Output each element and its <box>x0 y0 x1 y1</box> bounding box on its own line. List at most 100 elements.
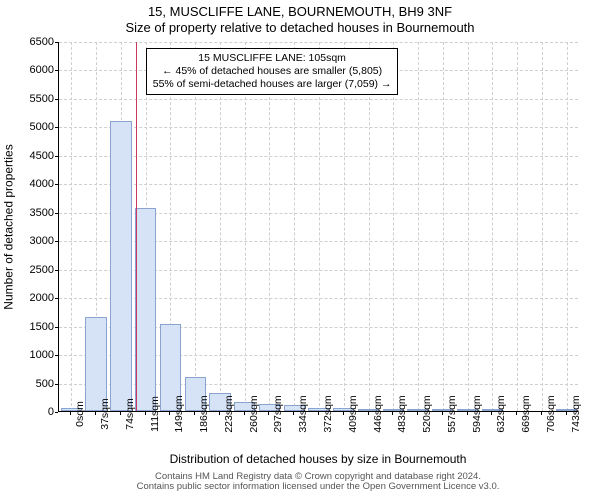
x-tick-mark <box>516 412 517 415</box>
x-tick-mark <box>244 412 245 415</box>
x-tick-label: 706sqm <box>545 395 557 432</box>
y-tick-label: 0 <box>48 406 54 418</box>
y-tick-mark <box>55 327 58 328</box>
chart-supertitle: 15, MUSCLIFFE LANE, BOURNEMOUTH, BH9 3NF <box>0 4 600 19</box>
y-tick-label: 3000 <box>30 235 54 247</box>
x-tick-label: 186sqm <box>198 395 210 432</box>
reference-line <box>136 42 137 411</box>
x-tick-mark <box>219 412 220 415</box>
grid-line-v <box>245 42 246 411</box>
x-tick-label: 632sqm <box>495 395 507 432</box>
x-tick-label: 0sqm <box>74 401 86 427</box>
y-tick-mark <box>55 298 58 299</box>
histogram-bar <box>135 208 156 411</box>
annotation-line: ← 45% of detached houses are smaller (5,… <box>153 65 392 78</box>
y-tick-mark <box>55 99 58 100</box>
x-tick-label: 520sqm <box>421 395 433 432</box>
x-tick-label: 446sqm <box>372 395 384 432</box>
y-tick-label: 6000 <box>30 64 54 76</box>
y-tick-mark <box>55 42 58 43</box>
x-tick-mark <box>442 412 443 415</box>
x-tick-mark <box>368 412 369 415</box>
y-tick-mark <box>55 241 58 242</box>
y-tick-label: 1000 <box>30 349 54 361</box>
x-tick-label: 669sqm <box>520 395 532 432</box>
y-tick-mark <box>55 384 58 385</box>
x-tick-mark <box>491 412 492 415</box>
x-axis-label: Distribution of detached houses by size … <box>58 452 578 466</box>
x-tick-label: 111sqm <box>149 396 161 432</box>
y-tick-mark <box>55 412 58 413</box>
x-tick-mark <box>392 412 393 415</box>
y-tick-label: 2000 <box>30 292 54 304</box>
y-tick-label: 6500 <box>30 36 54 48</box>
x-tick-label: 334sqm <box>297 395 309 432</box>
x-tick-mark <box>566 412 567 415</box>
y-tick-label: 4000 <box>30 178 54 190</box>
y-tick-mark <box>55 355 58 356</box>
x-tick-mark <box>541 412 542 415</box>
grid-line-v <box>269 42 270 411</box>
x-tick-label: 743sqm <box>570 395 582 432</box>
x-tick-mark <box>417 412 418 415</box>
histogram-bar <box>110 121 131 411</box>
chart-subtitle: Size of property relative to detached ho… <box>0 20 600 35</box>
grid-line-v <box>468 42 469 411</box>
grid-line-v <box>195 42 196 411</box>
y-axis-label: Number of detached properties <box>2 42 16 412</box>
grid-line-v <box>542 42 543 411</box>
grid-line-v <box>567 42 568 411</box>
grid-line-v <box>369 42 370 411</box>
x-tick-label: 594sqm <box>471 395 483 432</box>
y-tick-mark <box>55 127 58 128</box>
x-tick-label: 260sqm <box>248 395 260 432</box>
y-tick-label: 3500 <box>30 207 54 219</box>
y-tick-label: 5500 <box>30 93 54 105</box>
chart-plot-area: 15 MUSCLIFFE LANE: 105sqm← 45% of detach… <box>58 42 578 412</box>
x-tick-mark <box>467 412 468 415</box>
x-tick-label: 297sqm <box>272 395 284 432</box>
x-tick-label: 74sqm <box>124 398 136 430</box>
x-tick-mark <box>70 412 71 415</box>
x-tick-label: 557sqm <box>446 395 458 432</box>
grid-line-v <box>71 42 72 411</box>
x-tick-mark <box>268 412 269 415</box>
y-tick-label: 4500 <box>30 150 54 162</box>
x-tick-mark <box>120 412 121 415</box>
x-tick-label: 409sqm <box>347 395 359 432</box>
y-tick-mark <box>55 184 58 185</box>
x-tick-mark <box>293 412 294 415</box>
x-tick-label: 372sqm <box>322 395 334 432</box>
y-tick-label: 1500 <box>30 321 54 333</box>
y-tick-mark <box>55 270 58 271</box>
y-tick-label: 2500 <box>30 264 54 276</box>
y-tick-label: 500 <box>36 378 54 390</box>
x-tick-label: 37sqm <box>99 398 111 430</box>
annotation-line: 55% of semi-detached houses are larger (… <box>153 78 392 91</box>
x-tick-mark <box>169 412 170 415</box>
grid-line-v <box>443 42 444 411</box>
y-tick-mark <box>55 156 58 157</box>
y-tick-mark <box>55 213 58 214</box>
attribution-footer: Contains HM Land Registry data © Crown c… <box>58 472 578 493</box>
grid-line-v <box>294 42 295 411</box>
x-tick-label: 223sqm <box>223 395 235 432</box>
annotation-line: 15 MUSCLIFFE LANE: 105sqm <box>153 52 392 65</box>
grid-line-v <box>220 42 221 411</box>
grid-line-v <box>492 42 493 411</box>
y-tick-mark <box>55 70 58 71</box>
x-tick-mark <box>194 412 195 415</box>
x-tick-mark <box>343 412 344 415</box>
annotation-box: 15 MUSCLIFFE LANE: 105sqm← 45% of detach… <box>146 48 399 95</box>
x-tick-label: 149sqm <box>173 395 185 432</box>
x-tick-mark <box>318 412 319 415</box>
grid-line-v <box>319 42 320 411</box>
x-tick-mark <box>145 412 146 415</box>
y-tick-label: 5000 <box>30 121 54 133</box>
x-tick-label: 483sqm <box>396 395 408 432</box>
x-tick-mark <box>95 412 96 415</box>
grid-line-v <box>393 42 394 411</box>
grid-line-v <box>344 42 345 411</box>
grid-line-v <box>418 42 419 411</box>
footer-line-2: Contains public sector information licen… <box>58 482 578 492</box>
